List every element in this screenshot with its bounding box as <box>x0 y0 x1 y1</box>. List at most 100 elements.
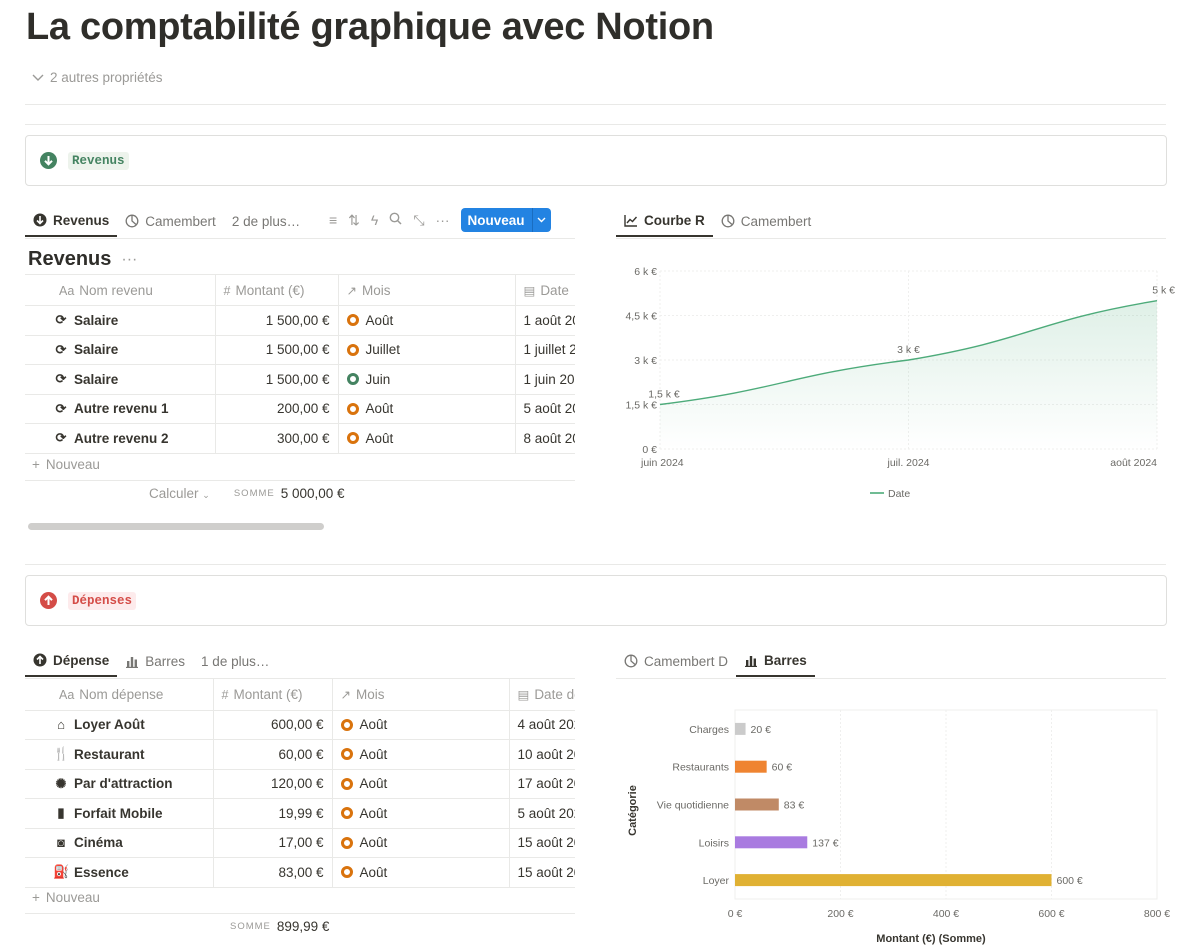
new-button[interactable]: Nouveau <box>460 208 551 232</box>
row-date: 8 août 20 <box>515 423 575 454</box>
more-options-icon[interactable]: ··· <box>121 250 138 268</box>
tab-revenus[interactable]: Revenus <box>25 207 118 237</box>
bar-value-label: 60 € <box>772 762 793 774</box>
table-row[interactable]: ⌂ Loyer Août 600,00 € Août 4 août 202 <box>25 710 575 740</box>
row-amount: 1 500,00 € <box>215 364 339 395</box>
column-header[interactable]: # Montant (€) <box>215 274 339 306</box>
depenses-callout: Dépenses <box>25 575 1167 626</box>
tab-barres-label: Barres <box>145 653 186 669</box>
column-header[interactable]: # Montant (€) <box>213 679 333 711</box>
bar-value-label: 600 € <box>1057 875 1083 887</box>
y-tick-label: Loyer <box>703 875 730 887</box>
bar <box>735 798 779 811</box>
row-date: 4 août 202 <box>509 710 575 740</box>
table-row[interactable]: ⟳ Salaire 1 500,00 € Août 1 août 20 <box>25 305 575 336</box>
bar-value-label: 137 € <box>812 837 838 849</box>
tab-depense-label: Dépense <box>53 652 110 668</box>
row-month: Juillet <box>365 342 401 358</box>
calculation-row: Calculer ⌄ SOMME 5 000,00 € <box>149 486 345 501</box>
bar-value-label: 20 € <box>751 724 772 736</box>
sort-icon[interactable]: ⇅ <box>348 211 360 228</box>
tab-camembert[interactable]: Camembert <box>117 207 224 237</box>
bar-chart-icon <box>126 656 139 668</box>
table-row[interactable]: ▮ Forfait Mobile 19,99 € Août 5 août 202 <box>25 798 575 829</box>
revenus-table: Aa Nom revenu # Montant (€) ↗ Mois ▤ Date ⟳ S… <box>25 274 575 454</box>
table-row[interactable]: ⟳ Autre revenu 2 300,00 € Août 8 août 20 <box>25 423 575 454</box>
table-row[interactable]: ⟳ Salaire 1 500,00 € Juillet 1 juillet 2 <box>25 335 575 365</box>
row-date: 1 juin 202 <box>515 364 575 395</box>
table-row[interactable]: ⛽ Essence 83,00 € Août 15 août 20 <box>25 857 575 888</box>
tab-camembert[interactable]: Camembert <box>713 207 820 237</box>
money-icon: ⟳ <box>55 400 67 416</box>
new-row-button[interactable]: + Nouveau <box>32 457 100 472</box>
column-header[interactable]: Aa Nom revenu <box>25 274 216 306</box>
row-amount: 300,00 € <box>215 423 339 454</box>
table-row[interactable]: ◙ Cinéma 17,00 € Août 15 août 20 <box>25 828 575 858</box>
column-header[interactable]: Aa Nom dépense <box>25 679 214 711</box>
tab-depense[interactable]: Dépense <box>25 647 118 677</box>
search-icon[interactable] <box>389 212 402 228</box>
status-dot-icon <box>346 402 359 415</box>
new-row-button[interactable]: + Nouveau <box>32 890 100 905</box>
row-name: Autre revenu 2 <box>74 430 169 446</box>
filter-icon[interactable]: ≡ <box>329 212 338 228</box>
horizontal-scrollbar[interactable] <box>28 523 324 530</box>
table-row[interactable]: ⟳ Autre revenu 1 200,00 € Août 5 août 20 <box>25 394 575 424</box>
relation-arrow-icon: ↗ <box>340 687 351 702</box>
row-month: Août <box>359 776 388 792</box>
row-name: Essence <box>74 864 129 880</box>
depenses-chart-tabs: Camembert D Barres <box>616 647 815 677</box>
x-tick-label: 800 € <box>1144 908 1170 920</box>
calculate-button[interactable]: Calculer ⌄ <box>149 486 210 501</box>
properties-toggle[interactable]: 2 autres propriétés <box>32 70 163 85</box>
row-name: Autre revenu 1 <box>74 401 169 417</box>
db-toolbar: ≡ ⇅ ϟ ⤡ ··· Nouveau <box>329 208 551 232</box>
area-fill <box>660 300 1157 449</box>
x-tick-label: 200 € <box>827 908 853 920</box>
row-amount: 200,00 € <box>215 394 339 424</box>
status-dot-icon <box>346 432 359 445</box>
automation-icon[interactable]: ϟ <box>370 212 379 228</box>
chevron-down-icon[interactable] <box>531 208 551 232</box>
tab-more[interactable]: 2 de plus… <box>231 213 301 229</box>
new-button-label: Nouveau <box>467 212 525 228</box>
bar <box>735 874 1052 887</box>
chevron-down-icon <box>32 74 44 81</box>
more-options-icon[interactable]: ··· <box>435 212 450 228</box>
bar-chart-icon <box>745 655 758 667</box>
column-header[interactable]: ▤Date de <box>509 679 575 711</box>
row-month: Août <box>365 312 394 328</box>
row-date: 10 août 20 <box>509 739 575 770</box>
number-type-icon: # <box>221 687 229 702</box>
tab-camembert-d[interactable]: Camembert D <box>616 647 736 677</box>
data-label: 1,5 k € <box>648 389 680 401</box>
table-row[interactable]: ⟳ Salaire 1 500,00 € Juin 1 juin 202 <box>25 364 575 395</box>
tab-more[interactable]: 1 de plus… <box>201 653 270 669</box>
column-header[interactable]: ↗ Mois <box>332 679 510 711</box>
tab-courbe-r[interactable]: Courbe R <box>616 207 713 237</box>
chevron-down-icon: ⌄ <box>202 490 210 500</box>
status-dot-icon <box>340 866 353 879</box>
pie-chart-icon <box>125 214 139 228</box>
column-header[interactable]: ▤ Date <box>515 274 575 306</box>
sum-label: SOMME <box>230 921 271 932</box>
money-icon: ⟳ <box>55 371 67 387</box>
relation-arrow-icon: ↗ <box>346 283 357 298</box>
table-row[interactable]: ✺ Par d'attraction 120,00 € Août 17 août … <box>25 769 575 799</box>
arrow-up-circle-icon <box>33 653 47 667</box>
sum-value: 899,99 € <box>276 919 330 934</box>
arrow-up-circle-icon <box>40 592 57 609</box>
tab-revenus-label: Revenus <box>53 212 110 228</box>
tab-divider <box>616 238 1166 239</box>
expand-icon[interactable]: ⤡ <box>413 211 425 228</box>
column-header[interactable]: ↗ Mois <box>338 274 516 306</box>
new-row-label: Nouveau <box>45 890 100 905</box>
tab-barres[interactable]: Barres <box>117 647 193 677</box>
x-tick-label: 600 € <box>1038 908 1064 920</box>
row-date: 15 août 20 <box>509 857 575 888</box>
table-row[interactable]: 🍴 Restaurant 60,00 € Août 10 août 20 <box>25 739 575 770</box>
plus-icon: + <box>32 457 40 472</box>
tab-courbe-r-label: Courbe R <box>644 212 705 228</box>
tab-barres[interactable]: Barres <box>736 647 815 677</box>
arrow-down-circle-icon <box>33 213 47 227</box>
